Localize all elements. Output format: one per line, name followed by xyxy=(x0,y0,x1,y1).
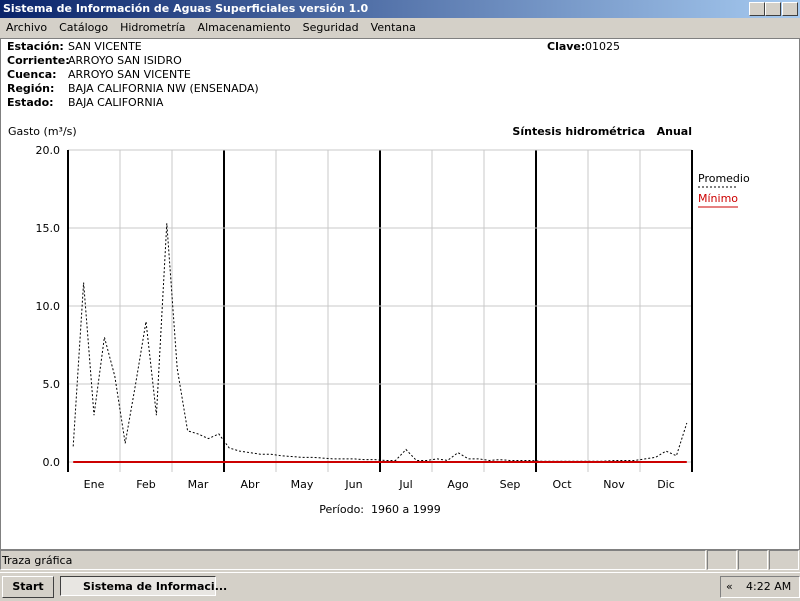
x-tick-label: May xyxy=(291,478,314,491)
x-tick-label: Feb xyxy=(136,478,155,491)
legend-label: Promedio xyxy=(698,172,750,185)
status-panel xyxy=(707,550,737,570)
status-text: Traza gráfica xyxy=(2,554,73,567)
field-value: BAJA CALIFORNIA xyxy=(68,96,164,109)
menu-item[interactable]: Ventana xyxy=(370,21,416,34)
title-bar: Sistema de Información de Aguas Superfic… xyxy=(0,0,800,18)
menu-item[interactable]: Almacenamiento xyxy=(197,21,291,34)
window-title: Sistema de Información de Aguas Superfic… xyxy=(3,2,369,15)
clock: 4:22 AM xyxy=(746,580,792,593)
restore-button[interactable] xyxy=(765,2,781,16)
task-button[interactable]: Sistema de Informaci... xyxy=(60,576,227,596)
taskbar: Start Sistema de Informaci... « 4:22 AM xyxy=(0,572,800,601)
period: Período: 1960 a 1999 xyxy=(319,503,440,516)
tray-chevron[interactable]: « xyxy=(726,580,733,593)
field-value: ARROYO SAN ISIDRO xyxy=(68,54,182,67)
x-tick-label: Oct xyxy=(552,478,572,491)
start-label: Start xyxy=(12,580,44,593)
status-panel xyxy=(738,550,768,570)
close-button[interactable] xyxy=(782,2,798,16)
status-panel xyxy=(769,550,799,570)
x-tick-label: Sep xyxy=(500,478,521,491)
key-label: Clave: xyxy=(547,40,586,53)
x-tick-label: Jul xyxy=(398,478,412,491)
legend-label: Mínimo xyxy=(698,192,738,205)
y-tick-label: 15.0 xyxy=(36,222,61,235)
x-tick-label: Nov xyxy=(603,478,625,491)
x-tick-label: Mar xyxy=(188,478,209,491)
status-bar: Traza gráfica xyxy=(0,550,706,570)
y-tick-label: 5.0 xyxy=(43,378,61,391)
field-label: Estación: xyxy=(7,40,64,53)
field-value: ARROYO SAN VICENTE xyxy=(68,68,191,81)
x-tick-label: Jun xyxy=(344,478,362,491)
x-tick-label: Ago xyxy=(447,478,469,491)
field-label: Región: xyxy=(7,82,55,95)
chart-title: Síntesis hidrométrica Anual xyxy=(512,125,692,138)
y-tick-label: 10.0 xyxy=(36,300,61,313)
y-tick-label: 20.0 xyxy=(36,144,61,157)
y-axis-label: Gasto (m³/s) xyxy=(8,125,77,138)
x-tick-label: Abr xyxy=(240,478,260,491)
field-value: BAJA CALIFORNIA NW (ENSENADA) xyxy=(68,82,259,95)
tray: « 4:22 AM xyxy=(720,576,800,598)
task-label: Sistema de Informaci... xyxy=(83,580,228,593)
field-value: SAN VICENTE xyxy=(68,40,142,53)
menu-item[interactable]: Archivo xyxy=(6,21,48,34)
chart: Gasto (m³/s) Síntesis hidrométrica Anual… xyxy=(8,125,750,516)
key-value: 01025 xyxy=(585,40,620,53)
x-tick-label: Ene xyxy=(84,478,105,491)
field-label: Cuenca: xyxy=(7,68,57,81)
menu-item[interactable]: Catálogo xyxy=(59,21,109,34)
y-tick-label: 0.0 xyxy=(43,456,61,469)
menu-bar: Archivo Catálogo Hidrometría Almacenamiento… xyxy=(0,18,800,38)
x-tick-label: Dic xyxy=(657,478,675,491)
minimize-button[interactable] xyxy=(749,2,765,16)
field-label: Estado: xyxy=(7,96,54,109)
menu-item[interactable]: Hidrometría xyxy=(120,21,186,34)
client-area: Estación: SAN VICENTE Corriente: ARROYO SAN… xyxy=(0,38,800,550)
field-label: Corriente: xyxy=(7,54,70,67)
start-button[interactable]: Start xyxy=(2,576,54,598)
menu-item[interactable]: Seguridad xyxy=(302,21,359,34)
